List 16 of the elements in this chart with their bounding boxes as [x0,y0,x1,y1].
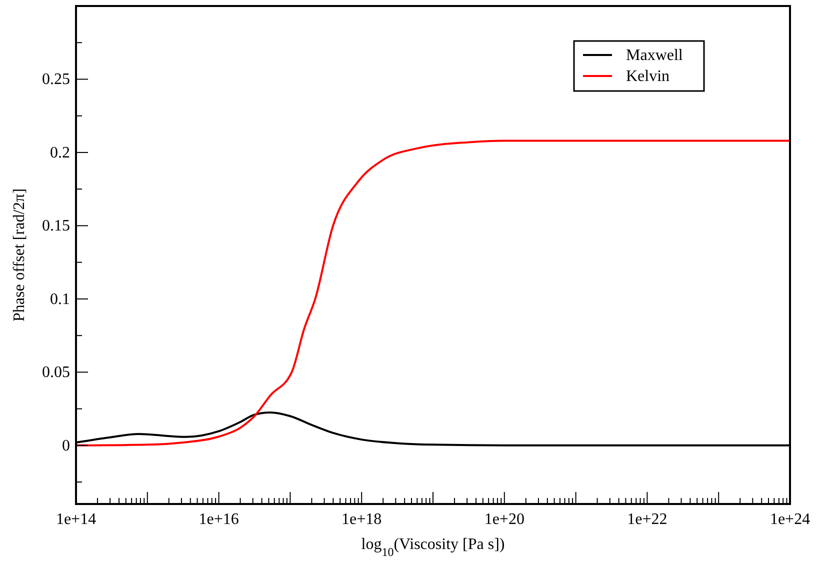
x-tick-label: 1e+22 [627,511,668,528]
x-tick-label: 1e+18 [342,511,382,528]
x-axis-title: log$_{10}$(Viscosity [Pa s]) [361,536,505,559]
y-tick-label: 0.05 [42,364,70,382]
y-tick-label: 0 [62,437,70,454]
y-tick-label: 0.2 [50,144,70,162]
x-tick-label: 1e+14 [56,511,96,528]
y-tick-label: 0.25 [42,71,70,88]
y-tick-label: 0.1 [50,290,70,308]
legend-label: Maxwell [626,47,684,64]
legend-label: Kelvin [626,68,670,85]
x-tick-label: 1e+24 [770,511,810,528]
x-tick-label: 1e+16 [198,511,239,528]
y-axis-title: Phase offset [rad/2π] [11,188,28,322]
y-tick-label: 0.15 [42,218,70,235]
x-tick-label: 1e+20 [484,511,524,528]
